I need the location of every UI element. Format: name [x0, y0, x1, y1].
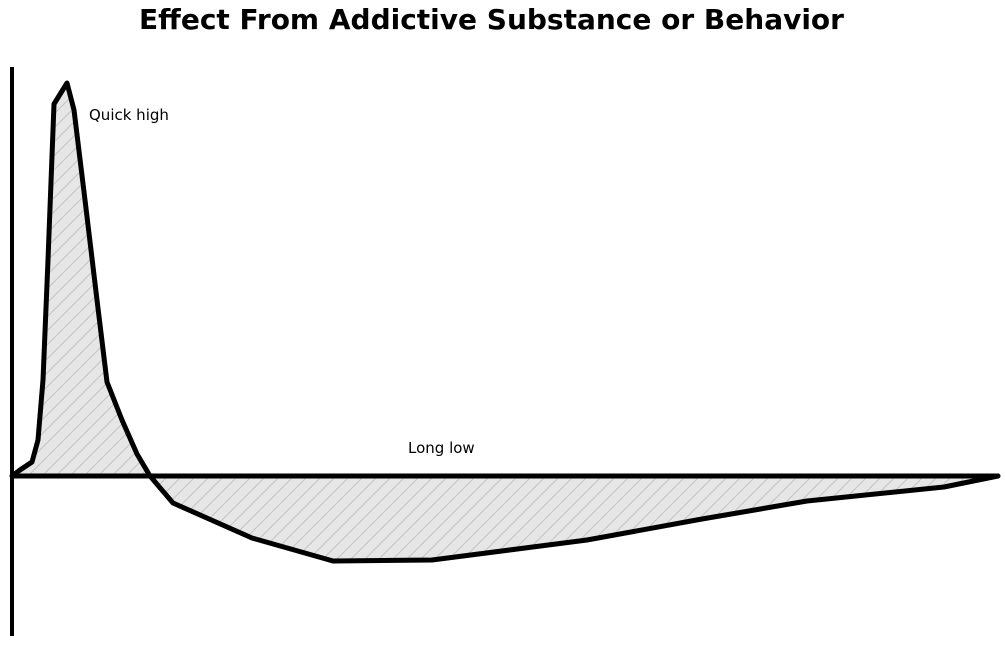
- quick-high-label: Quick high: [89, 106, 169, 124]
- quick-high-area: [12, 83, 150, 476]
- diagram-title: Effect From Addictive Substance or Behav…: [139, 3, 844, 36]
- long-low-area: [150, 476, 998, 561]
- effect-curve: [9, 80, 1001, 564]
- long-low-label: Long low: [408, 439, 475, 457]
